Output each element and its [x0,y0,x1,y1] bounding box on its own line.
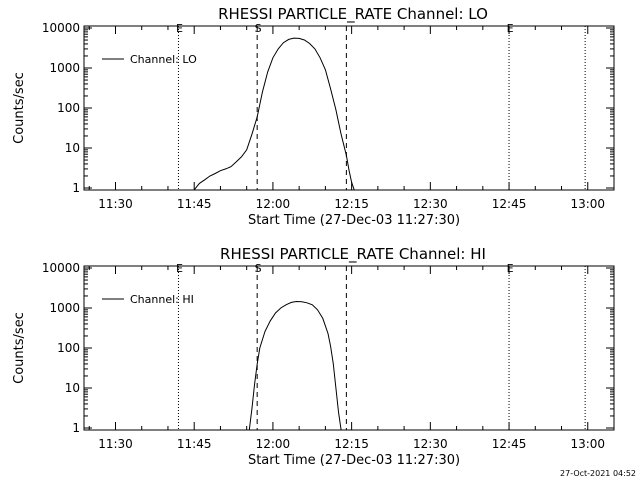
y-tick-label: 10 [65,381,80,395]
y-tick-label: 10000 [42,261,80,275]
y-tick-label: 100 [57,341,80,355]
x-tick-label: 12:30 [413,437,448,451]
panel-title: RHESSI PARTICLE_RATE Channel: LO [218,5,488,24]
y-tick-label: 1000 [49,301,80,315]
marker-label: S [255,22,262,35]
x-tick-label: 11:45 [177,197,212,211]
y-tick-label: 10 [65,141,80,155]
series-line-lo [193,37,355,190]
panel-title: RHESSI PARTICLE_RATE Channel: HI [220,245,486,264]
x-tick-label: 11:30 [98,197,133,211]
x-tick-label: 13:00 [570,437,605,451]
legend-label: Channel: HI [130,293,194,306]
x-tick-label: 12:15 [334,437,369,451]
x-tick-label: 12:45 [492,437,527,451]
x-tick-label: 12:30 [413,197,448,211]
x-tick-label: 12:00 [256,437,291,451]
y-tick-label: 10000 [42,21,80,35]
x-tick-label: 13:00 [570,197,605,211]
marker-label: E [507,262,514,275]
y-tick-label: 1 [72,181,80,195]
x-tick-label: 12:15 [334,197,369,211]
y-axis-label: Counts/sec [12,312,27,384]
series-line-hi [248,300,342,430]
marker-label: E [176,262,183,275]
y-tick-label: 1000 [49,61,80,75]
generation-timestamp: 27-Oct-2021 04:52 [560,469,636,478]
y-axis-label: Counts/sec [12,72,27,144]
y-tick-label: 1 [72,421,80,435]
plot-frame [83,25,615,191]
x-tick-label: 11:45 [177,437,212,451]
marker-label: E [507,22,514,35]
x-axis-label: Start Time (27-Dec-03 11:27:30) [248,213,460,228]
marker-label: S [255,262,262,275]
y-tick-label: 100 [57,101,80,115]
x-tick-label: 12:00 [256,197,291,211]
x-axis-label: Start Time (27-Dec-03 11:27:30) [248,453,460,468]
marker-label: E [176,22,183,35]
legend-label: Channel: LO [130,53,197,66]
x-tick-label: 11:30 [98,437,133,451]
x-tick-label: 12:45 [492,197,527,211]
plot-frame [83,265,615,431]
